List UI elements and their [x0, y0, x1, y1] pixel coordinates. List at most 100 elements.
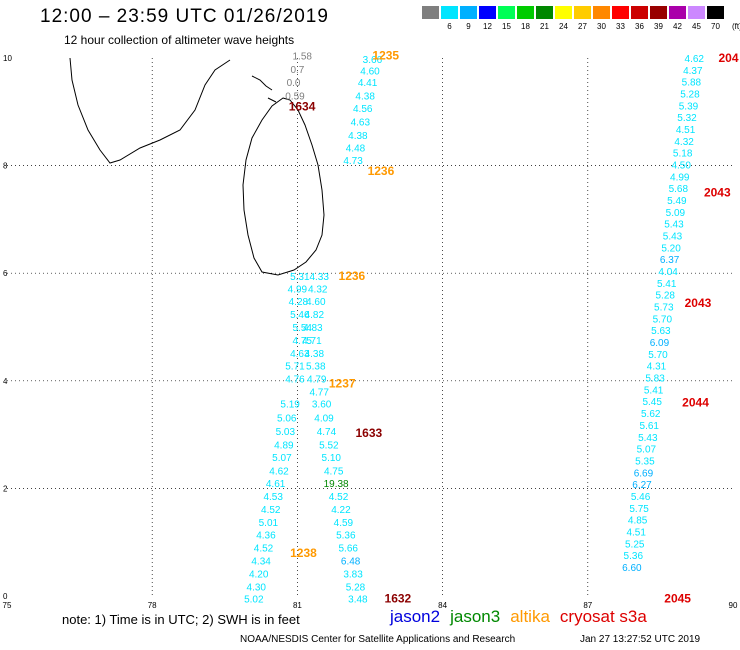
wave-height-value: 6.48 — [341, 556, 361, 567]
lat-tick-label: 0 — [3, 592, 8, 601]
wave-height-value: 5.45 — [642, 397, 662, 408]
wave-height-value: 4.71 — [302, 336, 322, 347]
wave-height-value: 4.76 — [285, 375, 305, 386]
legend-label: 70 — [711, 22, 720, 31]
wave-height-value: 4.04 — [658, 267, 678, 278]
wave-height-value: 4.32 — [308, 284, 328, 295]
legend-swatch — [669, 6, 686, 19]
legend-label: 18 — [521, 22, 530, 31]
wave-height-value: 5.20 — [661, 243, 681, 254]
legend-swatch — [688, 6, 705, 19]
wave-height-value: 4.37 — [683, 66, 703, 77]
lon-tick-label: 84 — [438, 601, 447, 610]
legend-label: 42 — [673, 22, 682, 31]
pass-id-label: 1235 — [372, 50, 399, 62]
wave-height-value: 4.20 — [249, 569, 269, 580]
wave-height-value: 4.83 — [303, 323, 323, 334]
wave-height-value: 4.75 — [324, 467, 344, 478]
wave-height-value: 6.69 — [634, 468, 654, 479]
wave-height-value: 4.51 — [676, 125, 696, 136]
wave-height-value: 4.89 — [274, 440, 294, 451]
wave-height-value: 5.52 — [319, 440, 339, 451]
lat-lon-grid — [7, 58, 733, 596]
wave-height-value: 3.48 — [348, 595, 368, 606]
page-subtitle: 12 hour collection of altimeter wave hei… — [64, 33, 295, 47]
satellite-legend-item: cryosat s3a — [559, 607, 647, 626]
legend-label: 27 — [578, 22, 587, 31]
pass-id-label: 2045 — [664, 592, 691, 606]
wave-height-value: 4.52 — [254, 544, 274, 555]
wave-height-value: 5.28 — [656, 291, 676, 302]
wave-height-value: 4.36 — [256, 531, 276, 542]
wave-height-value: 5.36 — [336, 531, 356, 542]
wave-height-value: 5.35 — [635, 456, 655, 467]
wave-height-value: 5.41 — [644, 385, 664, 396]
wave-height-value: 6.60 — [622, 563, 642, 574]
wave-height-value: 5.71 — [285, 362, 305, 373]
wave-height-value: 4.99 — [288, 284, 308, 295]
legend-swatch — [574, 6, 591, 19]
wave-height-value: 4.30 — [247, 582, 267, 593]
wave-height-value: 3.60 — [312, 399, 332, 410]
legend-label: 45 — [692, 22, 701, 31]
pass-id-label: 1236 — [368, 164, 395, 178]
wave-height-value: 5.46 — [631, 492, 651, 503]
wave-height-value: 4.79 — [307, 375, 327, 386]
wave-height-value: 5.19 — [280, 399, 300, 410]
wave-height-value: 5.70 — [653, 314, 673, 325]
lon-tick-label: 78 — [148, 601, 157, 610]
wave-height-value: 5.07 — [272, 453, 292, 464]
wave-height-value: 5.61 — [640, 421, 660, 432]
legend-label: 30 — [597, 22, 606, 31]
wave-height-value: 4.34 — [251, 556, 271, 567]
wave-height-value: 5.39 — [679, 101, 699, 112]
wave-height-value: 5.43 — [638, 433, 658, 444]
pass-id-label: 204 — [718, 51, 738, 65]
wave-height-value: 5.63 — [651, 326, 671, 337]
wave-height-value: 0.0 — [287, 78, 301, 89]
generation-timestamp: Jan 27 13:27:52 UTC 2019 — [580, 634, 701, 645]
wave-height-value: 4.63 — [290, 349, 310, 360]
lat-tick-label: 4 — [3, 377, 8, 386]
wave-height-value: 5.43 — [663, 232, 683, 243]
wave-height-value: 6.09 — [650, 338, 670, 349]
wave-height-value: 4.53 — [263, 492, 283, 503]
wave-height-map[interactable]: 1.580.70.00.593.664.604.414.384.564.634.… — [0, 50, 740, 610]
pass-id-label: 1632 — [385, 592, 412, 606]
wave-height-value: 4.52 — [261, 505, 281, 516]
legend-label: 6 — [447, 22, 452, 31]
lat-tick-label: 6 — [3, 269, 8, 278]
legend-label: 36 — [635, 22, 644, 31]
legend-swatch — [441, 6, 458, 19]
legend-swatch — [707, 6, 724, 19]
wave-height-value: 5.73 — [654, 303, 674, 314]
pass-id-label: 1633 — [355, 426, 382, 440]
observations-layer: 1.580.70.00.593.664.604.414.384.564.634.… — [244, 51, 704, 605]
legend-label: 9 — [466, 22, 471, 31]
wave-height-value: 0.59 — [285, 92, 305, 103]
india-coastline — [69, 57, 231, 164]
pass-labels-layer: 1235 1634 1236 1236 1237 1633 1238 1632 204 2043 2… — [289, 50, 739, 606]
wave-height-value: 5.49 — [667, 196, 687, 207]
wave-height-value: 5.83 — [645, 374, 665, 385]
wave-height-value: 5.46 — [290, 310, 310, 321]
wave-height-value: 4.73 — [343, 156, 363, 167]
wave-height-value: 3.66 — [363, 55, 383, 66]
wave-height-value: 6.37 — [660, 255, 680, 266]
wave-height-value: 0.7 — [290, 65, 304, 76]
wave-height-value: 5.09 — [666, 208, 686, 219]
legend-label: 15 — [502, 22, 511, 31]
lat-tick-label: 2 — [3, 484, 8, 493]
pass-id-label: 1238 — [290, 546, 317, 560]
pass-id-label: 2043 — [685, 296, 712, 310]
lon-tick-label: 87 — [583, 601, 592, 610]
wave-height-value: 4.41 — [358, 78, 378, 89]
satellite-legend: jason2 jason3 altika cryosat s3a — [390, 607, 657, 627]
wave-height-value: 5.32 — [677, 113, 697, 124]
wave-height-value: 6.27 — [632, 480, 652, 491]
lon-tick-label: 75 — [3, 601, 12, 610]
wave-height-value: 4.60 — [306, 297, 326, 308]
pass-id-label: 1634 — [289, 99, 316, 113]
wave-height-value: 5.02 — [244, 595, 264, 606]
legend-swatch — [517, 6, 534, 19]
